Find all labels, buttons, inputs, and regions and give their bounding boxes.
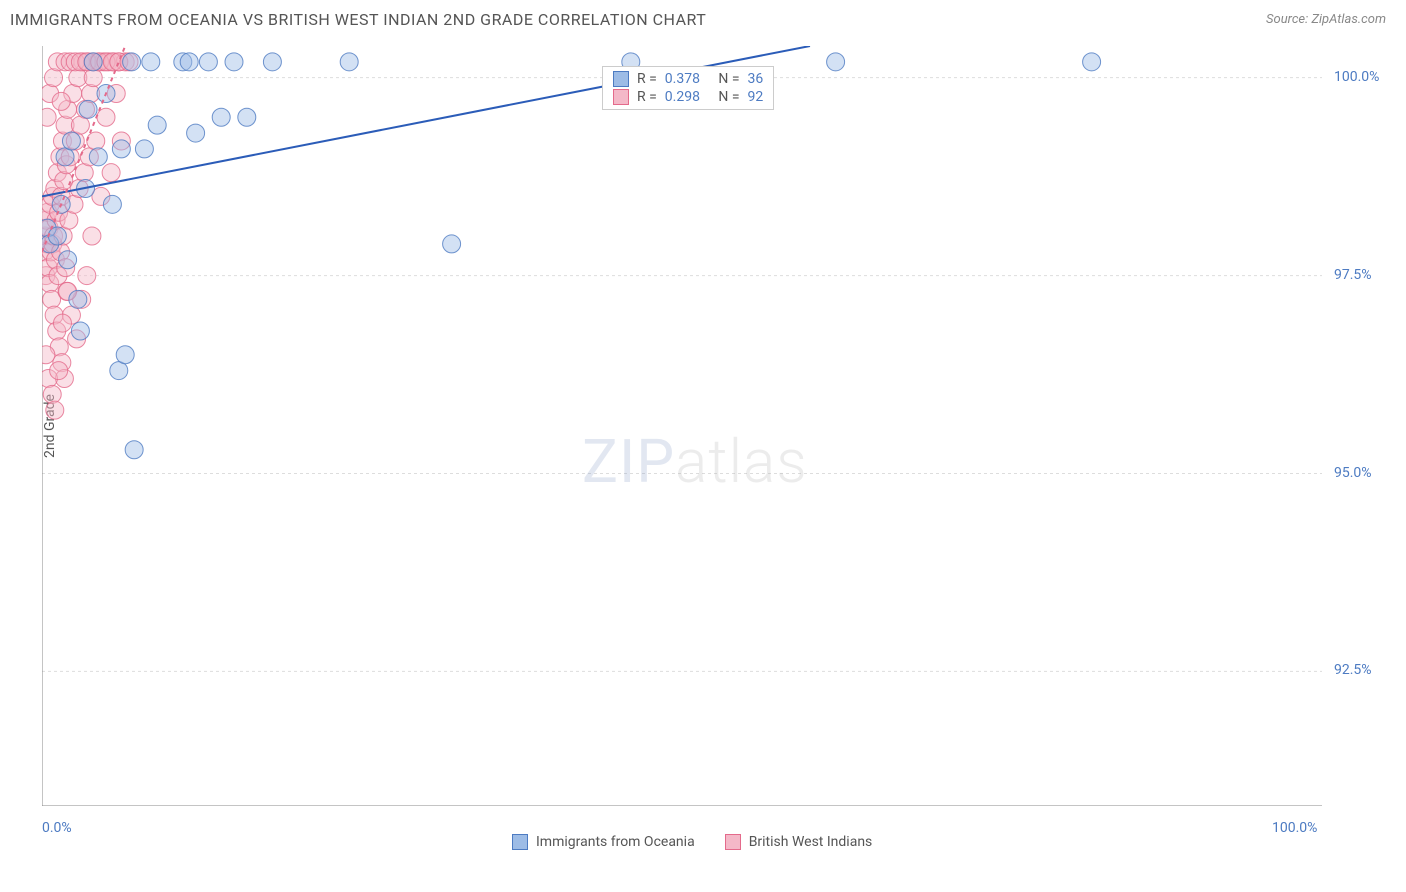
legend-n-label: N = (708, 71, 740, 87)
x-tick-label: 0.0% (42, 820, 72, 836)
legend-stat-row: R = 0.378 N = 36 (613, 71, 763, 87)
chart-container: 2nd Grade ZIPatlas R = 0.378 N = 36R = 0… (42, 46, 1322, 806)
legend-swatch (613, 89, 629, 105)
bottom-legend-item: Immigrants from Oceania (512, 834, 695, 850)
y-tick-label: 92.5% (1334, 662, 1372, 678)
legend-n-label: N = (708, 89, 740, 105)
bottom-legend: Immigrants from Oceania British West Indi… (512, 834, 872, 850)
source-name: ZipAtlas.com (1311, 12, 1386, 27)
legend-n-value: 92 (748, 89, 764, 105)
legend-stat-row: R = 0.298 N = 92 (613, 89, 763, 105)
y-tick-label: 97.5% (1334, 267, 1372, 283)
legend-stats-box: R = 0.378 N = 36R = 0.298 N = 92 (602, 66, 774, 110)
legend-r-value: 0.378 (665, 71, 700, 87)
legend-r-label: R = (637, 89, 657, 105)
bottom-legend-item: British West Indians (725, 834, 873, 850)
legend-swatch (512, 834, 528, 850)
y-tick-label: 95.0% (1334, 465, 1372, 481)
legend-series-label: Immigrants from Oceania (536, 834, 695, 850)
legend-r-value: 0.298 (665, 89, 700, 105)
chart-title: IMMIGRANTS FROM OCEANIA VS BRITISH WEST … (10, 10, 706, 29)
legend-n-value: 36 (748, 71, 764, 87)
legend-swatch (613, 71, 629, 87)
scatter-plot (42, 46, 1322, 806)
x-tick-label: 100.0% (1272, 820, 1317, 836)
legend-swatch (725, 834, 741, 850)
y-tick-label: 100.0% (1334, 69, 1379, 85)
legend-series-label: British West Indians (749, 834, 873, 850)
source-prefix: Source: (1266, 12, 1311, 27)
chart-source: Source: ZipAtlas.com (1266, 12, 1386, 27)
legend-r-label: R = (637, 71, 657, 87)
